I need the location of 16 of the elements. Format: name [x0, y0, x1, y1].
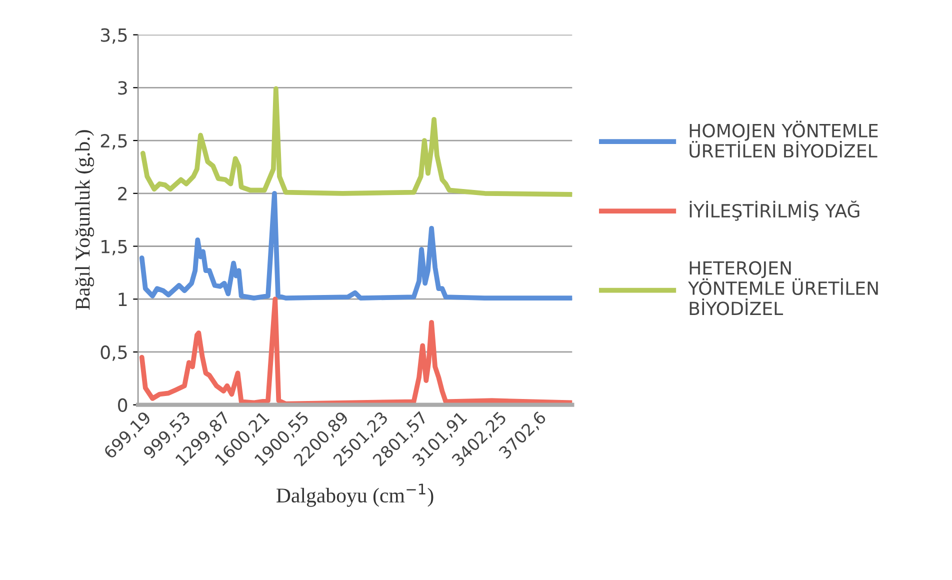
- line-series: [139, 190, 572, 300]
- y-tick-label: 1: [118, 292, 127, 306]
- y-tick-label: 2,5: [100, 134, 127, 150]
- y-tick-label: 1,5: [102, 240, 127, 256]
- y-tick-label: 0,5: [100, 345, 127, 361]
- y-axis-title: Bağıl Yoğunluk (g.b.): [75, 130, 94, 310]
- y-tick-label: 0: [118, 398, 128, 412]
- legend-label: HOMOJEN YÖNTEMLE ÜRETİLEN BİYODİZEL: [690, 120, 878, 158]
- y-tick-label: 3: [118, 81, 127, 95]
- line-series: [140, 86, 572, 197]
- line-series: [139, 296, 572, 405]
- x-axis-title: Dalgaboyu (cm$^{−1}$): [276, 484, 434, 507]
- y-tick-label: 2: [118, 186, 127, 200]
- legend-label: HETEROJEN YÖNTEMLE ÜRETİLEN BİYODİZEL: [688, 261, 878, 316]
- legend-label: İYİLEŞTİRİLMİŞ YAĞ: [690, 200, 860, 221]
- y-tick-label: 3,5: [100, 28, 127, 44]
